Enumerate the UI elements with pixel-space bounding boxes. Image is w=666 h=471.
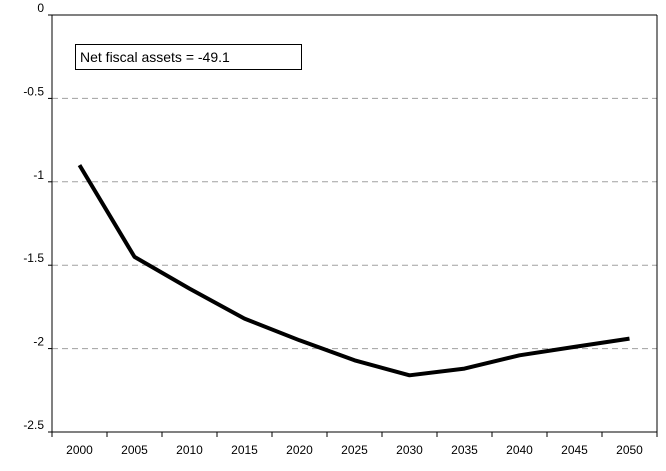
x-tick-label: 2000 (66, 443, 93, 457)
x-tick-label: 2010 (176, 443, 203, 457)
y-tick-label: -2.5 (23, 418, 44, 432)
y-tick-label: 0 (37, 1, 44, 15)
axes: 0 -0.5 -1 -1.5 -2 -2.5 2000 2005 2010 2015 2020 202… (23, 1, 658, 457)
annotation-text: Net fiscal assets = -49.1 (80, 49, 230, 65)
annotation-box: Net fiscal assets = -49.1 (75, 44, 302, 70)
x-tick-label: 2030 (396, 443, 423, 457)
x-tick-label: 2025 (341, 443, 368, 457)
series-layer (77, 164, 630, 378)
x-tick-label: 2015 (231, 443, 258, 457)
y-tick-label: -1.5 (23, 251, 44, 265)
x-tick-label: 2050 (616, 443, 643, 457)
x-tick-label: 2020 (286, 443, 313, 457)
gridlines (52, 97, 657, 350)
y-tick-label: -2 (33, 335, 44, 349)
x-tick-label: 2005 (121, 443, 148, 457)
y-tick-label: -1 (33, 168, 44, 182)
x-tick-label: 2045 (561, 443, 588, 457)
y-tick-label: -0.5 (23, 84, 44, 98)
series-line (77, 164, 630, 378)
x-tick-label: 2040 (506, 443, 533, 457)
x-tick-label: 2035 (451, 443, 478, 457)
